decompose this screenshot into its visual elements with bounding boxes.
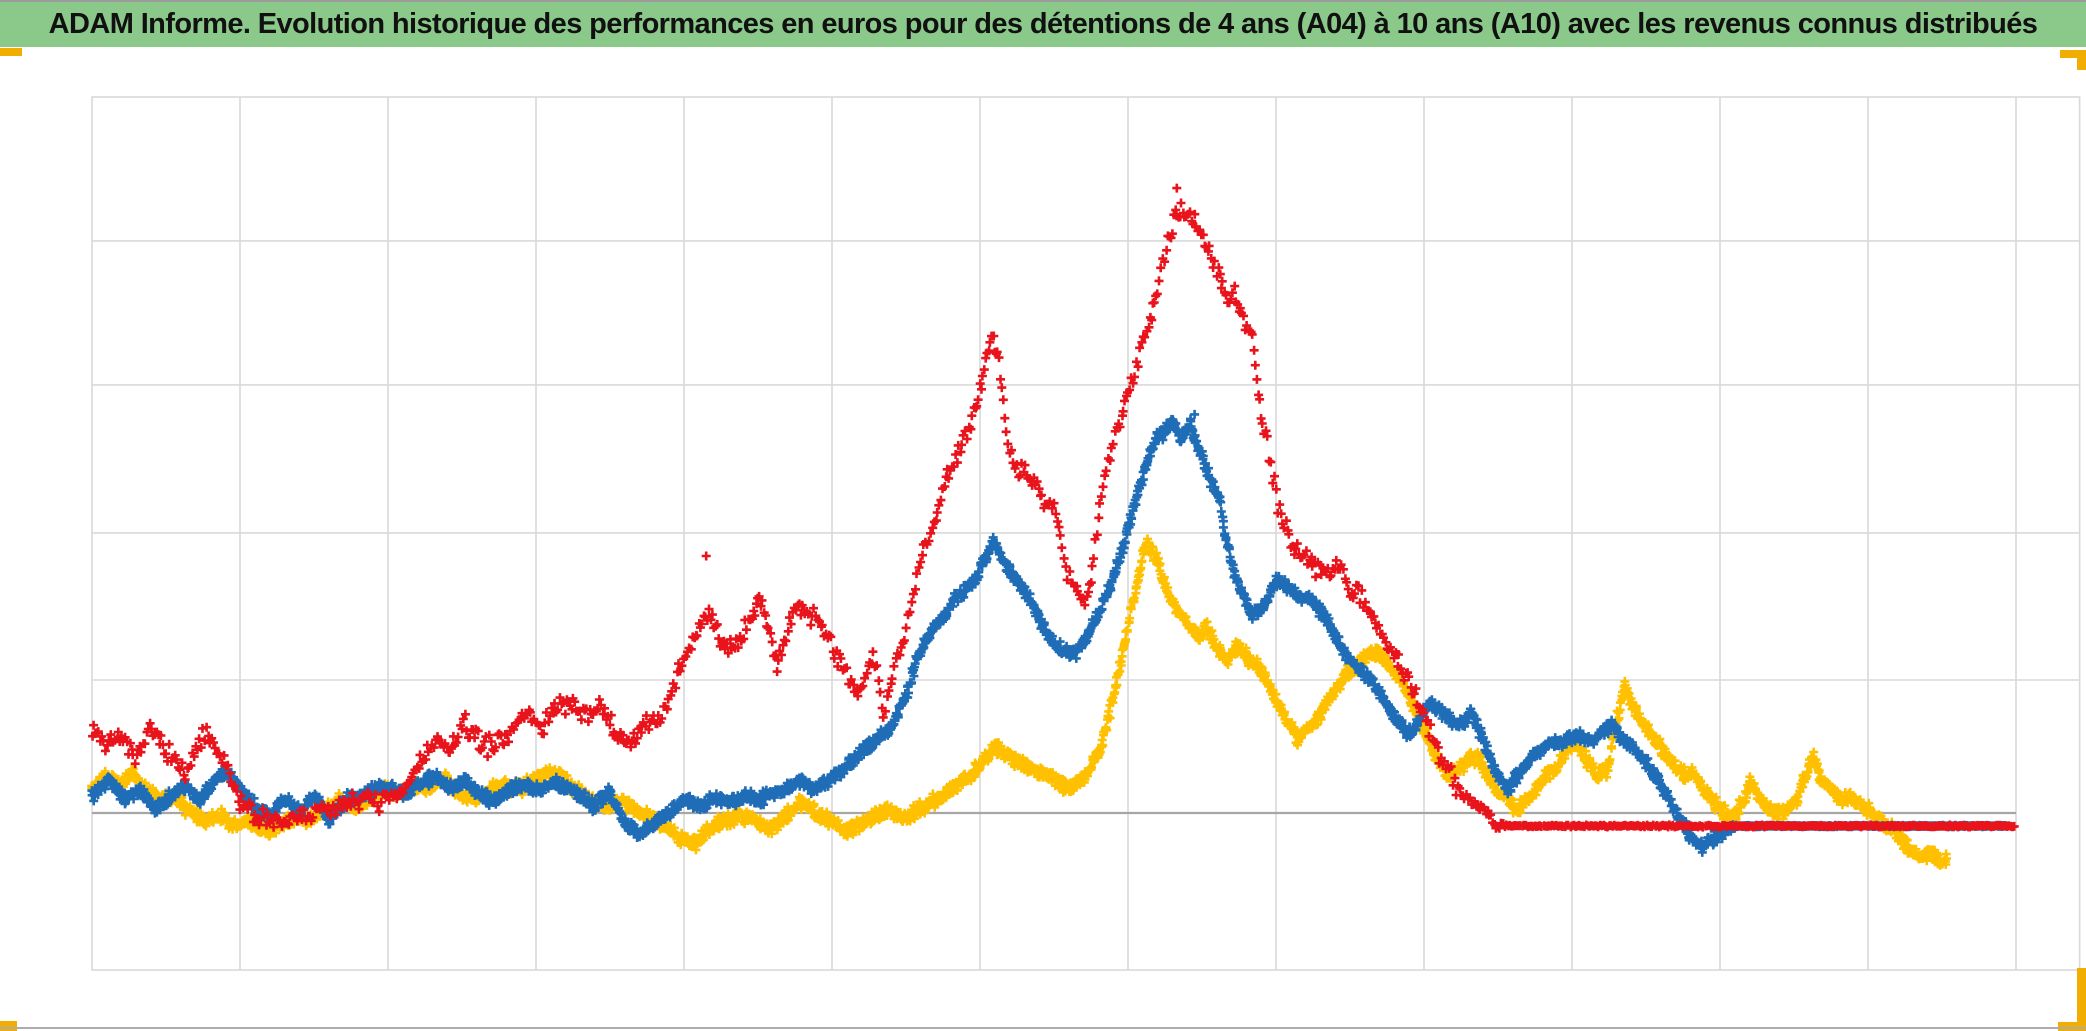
gold-accent-top-right-vert — [2077, 50, 2086, 70]
scatter-chart — [87, 96, 2081, 971]
gold-accent-top-right — [2060, 50, 2086, 58]
gold-accent-bottom-right — [2058, 1022, 2086, 1031]
chart-title: ADAM Informe. Evolution historique des p… — [48, 8, 2038, 40]
window-top-edge — [0, 0, 2086, 2]
gold-accent-bottom-right-vert — [2077, 968, 2086, 1031]
red-series-markers — [88, 183, 2019, 833]
bottom-divider — [0, 1027, 2086, 1029]
gold-accent-top-left — [0, 48, 22, 56]
chart-area — [0, 47, 2086, 1031]
title-bar: ADAM Informe. Evolution historique des p… — [0, 2, 2086, 47]
gold-accent-bottom-left — [0, 1021, 17, 1031]
gridlines — [92, 97, 2080, 970]
